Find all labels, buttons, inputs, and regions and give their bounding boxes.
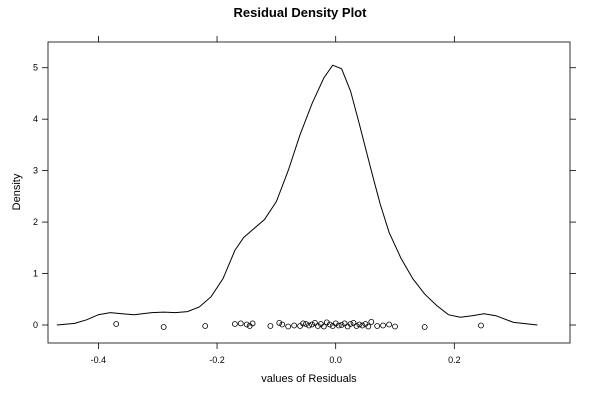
x-tick-label: -0.2 (209, 355, 225, 365)
rug-point (291, 322, 298, 329)
y-axis-label: Density (11, 173, 23, 210)
rug-point (359, 322, 366, 329)
y-tick-label: 1 (33, 269, 38, 279)
rug-point (386, 321, 393, 328)
y-tick-label: 4 (33, 114, 38, 124)
chart-title: Residual Density Plot (234, 5, 368, 20)
rug-point (314, 323, 321, 329)
rug-point (356, 321, 363, 328)
y-tick-label: 0 (33, 320, 38, 330)
rug-point (309, 321, 315, 328)
rug-point (478, 322, 484, 329)
rug-point (249, 320, 256, 327)
rug-point (350, 319, 357, 326)
rug-point (374, 323, 381, 329)
rug-point (380, 322, 387, 329)
x-tick-label: 0.0 (329, 355, 342, 365)
rug-point (311, 319, 318, 326)
rug-point (300, 320, 307, 327)
rug-point (338, 322, 345, 328)
rug-points (113, 318, 484, 330)
axis-tick-labels: -0.4 -0.2 0.0 0.2 0 1 2 3 4 5 (33, 63, 461, 365)
y-tick-label: 3 (33, 166, 38, 176)
rug-point (231, 321, 238, 327)
rug-point (285, 323, 292, 330)
rug-point (421, 324, 428, 330)
rug-point (279, 321, 286, 328)
rug-point (303, 321, 309, 327)
rug-point (392, 323, 398, 330)
y-tick-label: 5 (33, 63, 38, 73)
x-tick-label: -0.4 (91, 355, 107, 365)
rug-point (276, 319, 283, 326)
x-tick-label: 0.2 (448, 355, 461, 365)
rug-point (267, 323, 274, 329)
axis-ticks (42, 36, 576, 349)
rug-point (320, 323, 327, 330)
density-curve (56, 64, 538, 326)
rug-point (353, 323, 360, 329)
rug-point (243, 321, 250, 328)
rug-point (306, 322, 312, 329)
y-tick-label: 2 (33, 217, 38, 227)
plot-frame (47, 41, 571, 344)
rug-point (160, 324, 167, 330)
rug-point (335, 322, 342, 329)
rug-point (326, 321, 333, 328)
rug-point (365, 323, 372, 330)
rug-point (341, 320, 348, 327)
x-axis-label: values of Residuals (261, 373, 357, 385)
rug-point (237, 320, 244, 327)
rug-point (368, 318, 375, 325)
rug-point (347, 321, 354, 327)
rug-point (202, 323, 209, 329)
rug-point (113, 321, 120, 327)
